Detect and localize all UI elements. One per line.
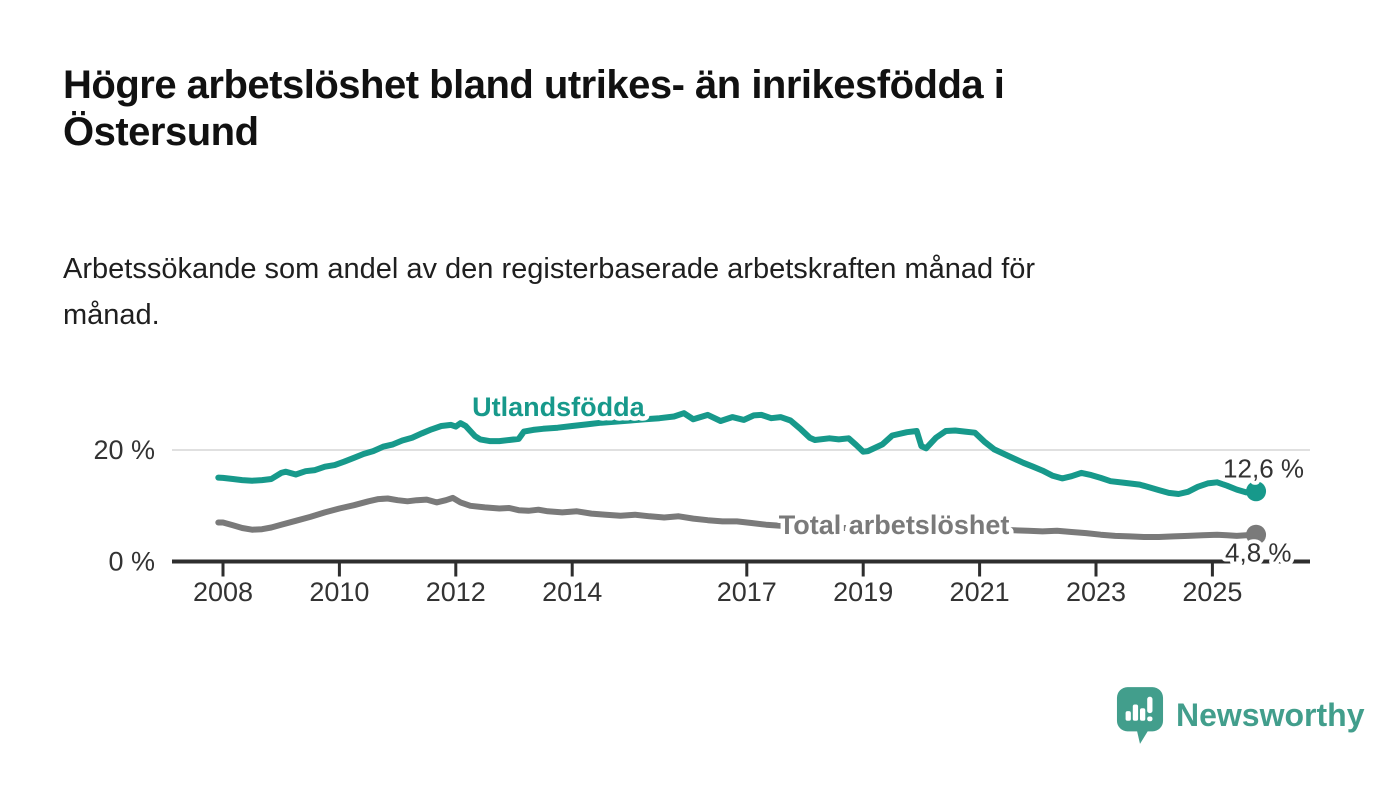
newsworthy-logo[interactable]: Newsworthy (1116, 686, 1364, 745)
x-tick-label-2008: 2008 (193, 577, 253, 607)
axis-layer: 20 % 0 % 2008 2010 2012 2014 2017 2019 2021 2023 2… (93, 435, 1310, 607)
series-label-total-arbetsl-shet: Total arbetslöshet (779, 510, 1010, 540)
x-tick-label-2021: 2021 (950, 577, 1010, 607)
series-line-utlandsf-dda (215, 410, 1259, 497)
series-end-dot-utlandsf-dda (1246, 481, 1267, 502)
series-label-utlandsf-dda: Utlandsfödda (472, 392, 645, 422)
series-end-dot-total-arbetsl-shet (1246, 524, 1267, 545)
x-tick-label-2025: 2025 (1182, 577, 1242, 607)
x-tick-label-2023: 2023 (1066, 577, 1126, 607)
x-tick-label-2012: 2012 (426, 577, 486, 607)
series-line-total-arbetsl-shet (215, 494, 1259, 540)
page-subtitle: Arbetssökande som andel av den registerb… (63, 253, 1036, 332)
bar-chart-glyph (1125, 696, 1153, 722)
y-tick-label-0: 0 % (108, 547, 155, 577)
series-layer (215, 410, 1267, 545)
x-tick-label-2010: 2010 (309, 577, 369, 607)
series-end-value-utlandsf-dda: 12,6 % (1223, 453, 1304, 483)
label-layer: Utlandsfödda 12,6 % Total arbetslöshet 4,8 … (468, 387, 1308, 571)
newsworthy-logo-text: Newsworthy (1176, 697, 1365, 733)
series-end-value-total-arbetsl-shet: 4,8 % (1225, 538, 1292, 568)
newsworthy-logo-icon (1116, 687, 1164, 744)
page-title: Högre arbetslöshet bland utrikes- än inr… (63, 63, 1005, 155)
x-tick-label-2019: 2019 (833, 577, 893, 607)
x-tick-label-2014: 2014 (542, 577, 602, 607)
y-tick-label-20: 20 % (93, 435, 155, 465)
x-tick-label-2017: 2017 (717, 577, 777, 607)
